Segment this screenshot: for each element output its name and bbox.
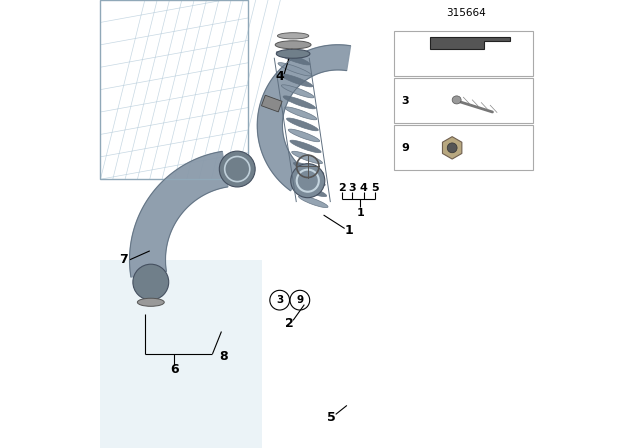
Text: 3: 3: [348, 183, 356, 193]
Text: 5: 5: [371, 183, 378, 193]
Text: 2: 2: [338, 183, 346, 193]
Text: 9: 9: [296, 295, 303, 305]
Text: 4: 4: [275, 69, 284, 83]
Polygon shape: [257, 45, 351, 191]
Text: 7: 7: [120, 253, 128, 267]
Ellipse shape: [285, 107, 317, 120]
Bar: [394, 31, 533, 76]
Circle shape: [220, 151, 255, 187]
Ellipse shape: [276, 52, 310, 65]
Ellipse shape: [290, 140, 321, 153]
Text: 4: 4: [360, 183, 368, 193]
Ellipse shape: [138, 298, 164, 306]
Ellipse shape: [278, 33, 309, 39]
Ellipse shape: [283, 96, 316, 109]
Text: 5: 5: [327, 411, 335, 424]
Text: 3: 3: [276, 295, 284, 305]
Text: 8: 8: [220, 349, 228, 363]
Ellipse shape: [287, 118, 318, 131]
Bar: [394, 125, 533, 170]
Circle shape: [133, 264, 169, 300]
Text: 6: 6: [170, 363, 179, 376]
Circle shape: [291, 164, 324, 198]
Ellipse shape: [293, 162, 324, 175]
Circle shape: [447, 143, 457, 153]
Ellipse shape: [297, 185, 326, 197]
Text: 3: 3: [401, 96, 409, 106]
Ellipse shape: [280, 73, 313, 87]
Text: 1: 1: [345, 224, 353, 237]
Text: 9: 9: [401, 143, 409, 153]
Polygon shape: [442, 137, 462, 159]
Polygon shape: [430, 37, 511, 49]
FancyBboxPatch shape: [100, 260, 262, 448]
Ellipse shape: [295, 173, 325, 185]
Ellipse shape: [288, 129, 320, 142]
Text: 2: 2: [285, 317, 294, 330]
Text: 1: 1: [356, 208, 364, 218]
Bar: [394, 78, 533, 123]
Ellipse shape: [276, 49, 310, 58]
Ellipse shape: [292, 151, 323, 164]
Polygon shape: [130, 151, 228, 277]
Ellipse shape: [452, 96, 461, 104]
Ellipse shape: [275, 41, 311, 49]
Text: 315664: 315664: [445, 9, 486, 18]
Ellipse shape: [278, 63, 312, 76]
Bar: [100, 0, 248, 179]
Bar: [261, 95, 282, 112]
Ellipse shape: [282, 85, 314, 98]
Ellipse shape: [298, 196, 328, 207]
